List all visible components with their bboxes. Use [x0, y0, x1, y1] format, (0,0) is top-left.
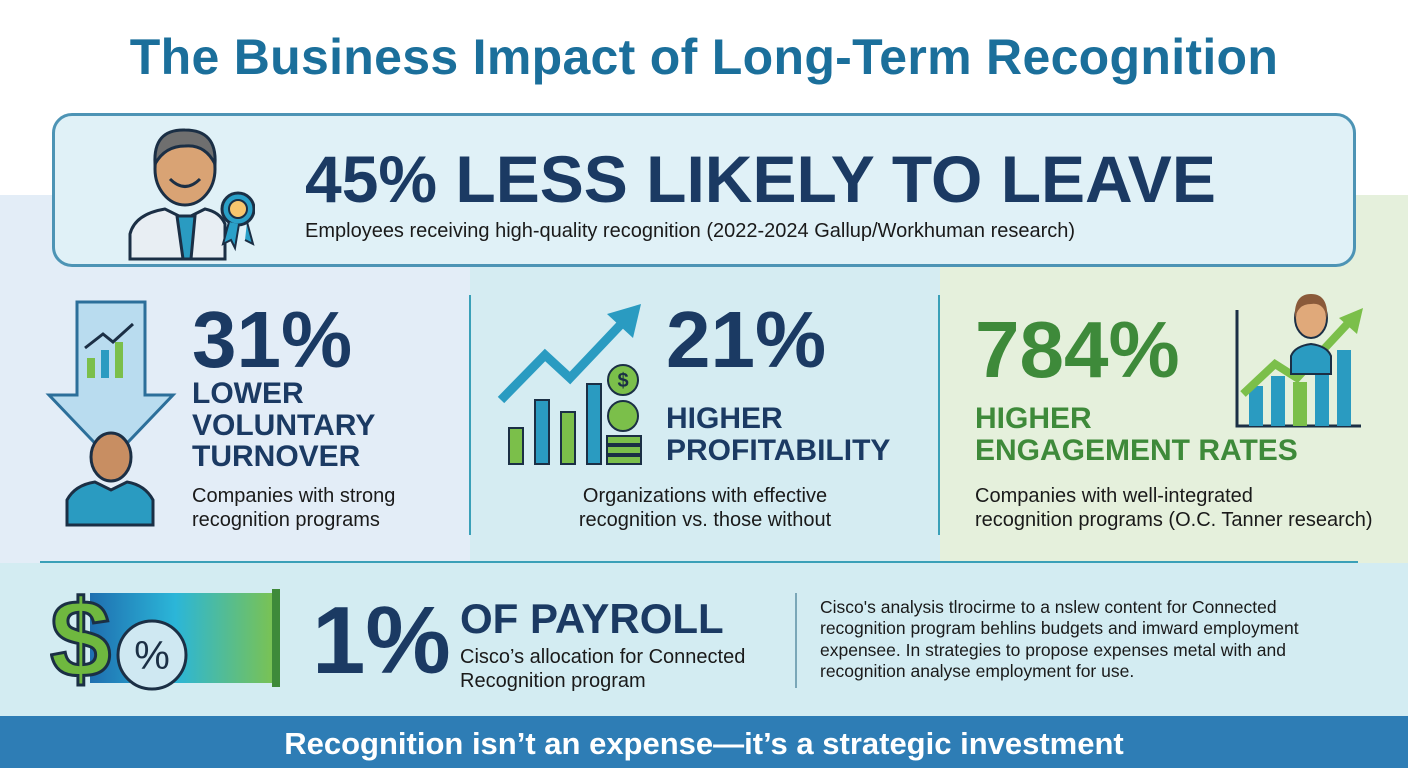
analysis-line: expensee. In strategies to propose expen…: [820, 639, 1286, 660]
label-line: LOWER: [192, 377, 304, 410]
profitability-value: 21%: [666, 295, 827, 384]
rising-bar-chart-coins-icon: $: [497, 304, 642, 465]
desc-line: Recognition program: [460, 670, 646, 692]
hero-description: Employees receiving high-quality recogni…: [305, 220, 1076, 242]
label-line: PROFITABILITY: [666, 433, 891, 467]
turnover-description: Companies with strong recognition progra…: [192, 484, 395, 532]
turnover-value: 31%: [192, 295, 353, 384]
employee-award-icon: [128, 128, 255, 261]
footer-banner: Recognition isn’t an expense—it’s a stra…: [0, 716, 1408, 768]
desc-line: recognition programs: [192, 509, 380, 531]
label-line: VOLUNTARY: [192, 408, 376, 442]
desc-line: Companies with strong: [192, 485, 396, 507]
desc-line: Organizations with effective: [582, 485, 828, 507]
label-line: ENGAGEMENT RATES: [975, 433, 1298, 467]
payroll-section: $ % 1% OF PAYROLL Cisco’s allocation for…: [0, 563, 1408, 716]
desc-line: Companies with well-integrated: [975, 485, 1253, 507]
label-line: HIGHER: [975, 402, 1092, 435]
divider: [938, 295, 940, 535]
cisco-analysis-text: Cisco's analysis tlrocirme to a nslew co…: [820, 597, 1299, 682]
page-title: The Business Impact of Long-Term Recogni…: [129, 29, 1279, 85]
label-line: TURNOVER: [192, 440, 361, 473]
svg-text:%: %: [134, 634, 170, 678]
svg-text:$: $: [617, 370, 628, 392]
payroll-description: Cisco’s allocation for Connected Recogni…: [460, 645, 745, 693]
engagement-value: 784%: [975, 305, 1180, 394]
turnover-label: LOWER VOLUNTARY TURNOVER: [192, 378, 375, 473]
divider: [469, 295, 471, 535]
payroll-value: 1%: [312, 587, 451, 694]
analysis-line: Cisco's analysis tlrocirme to a nslew co…: [820, 597, 1277, 617]
hero-card: 45% LESS LIKELY TO LEAVE Employees recei…: [52, 113, 1356, 267]
svg-text:$: $: [50, 585, 111, 695]
desc-line: Cisco’s allocation for Connected: [460, 646, 746, 668]
payroll-label: OF PAYROLL: [460, 595, 724, 642]
profitability-label: HIGHER PROFITABILITY: [666, 403, 890, 466]
label-line: HIGHER: [666, 402, 783, 435]
down-arrow-chart-employee-icon: [45, 300, 177, 527]
engagement-label: HIGHER ENGAGEMENT RATES: [975, 403, 1298, 466]
analysis-line: recognition analyse employment for use.: [820, 661, 1135, 682]
engagement-description: Companies with well-integrated recogniti…: [975, 484, 1373, 532]
desc-line: recognition vs. those without: [578, 509, 832, 531]
profitability-description: Organizations with effective recognition…: [470, 484, 940, 532]
analysis-line: recognition program behlins budgets and …: [820, 618, 1299, 639]
hero-headline: 45% LESS LIKELY TO LEAVE: [305, 142, 1216, 216]
desc-line: recognition programs (O.C. Tanner resear…: [975, 509, 1373, 531]
divider: [795, 593, 797, 688]
dollar-percent-icon: $ %: [50, 585, 280, 695]
employee-rising-chart-icon: [1235, 294, 1363, 428]
section-divider: [40, 561, 1358, 563]
